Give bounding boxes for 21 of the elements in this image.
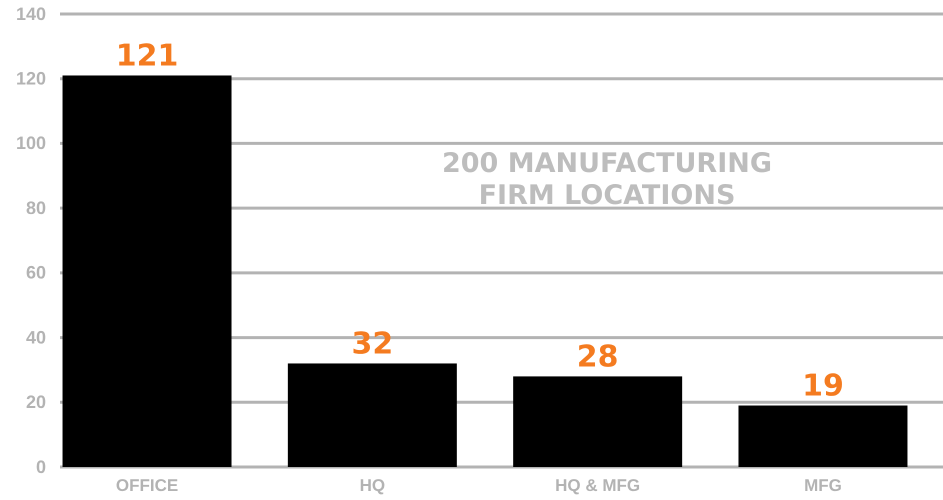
data-label: 28 — [576, 339, 619, 374]
data-label: 19 — [802, 368, 844, 404]
y-tick-label: 80 — [26, 198, 46, 218]
bar — [62, 75, 232, 467]
y-tick-label: 100 — [16, 133, 46, 154]
y-tick-label: 60 — [26, 262, 46, 283]
y-tick-label: 20 — [26, 392, 46, 412]
x-tick-label: OFFICE — [116, 476, 178, 496]
text: 200 MANUFACTURING FIRM LOCATIONS — [442, 148, 772, 211]
y-tick-label: 40 — [26, 327, 46, 348]
x-tick-label: HQ & MFG — [555, 476, 640, 496]
x-tick-label: MFG — [804, 476, 842, 496]
bar — [288, 363, 457, 467]
data-label: 32 — [351, 326, 394, 362]
y-tick-label: 0 — [36, 456, 46, 477]
data-label: 121 — [116, 38, 178, 74]
y-tick-label: 120 — [16, 68, 46, 88]
y-tick-label: 140 — [16, 4, 46, 24]
bar — [513, 376, 682, 467]
bar — [738, 406, 908, 467]
x-tick-label: HQ — [360, 476, 386, 496]
